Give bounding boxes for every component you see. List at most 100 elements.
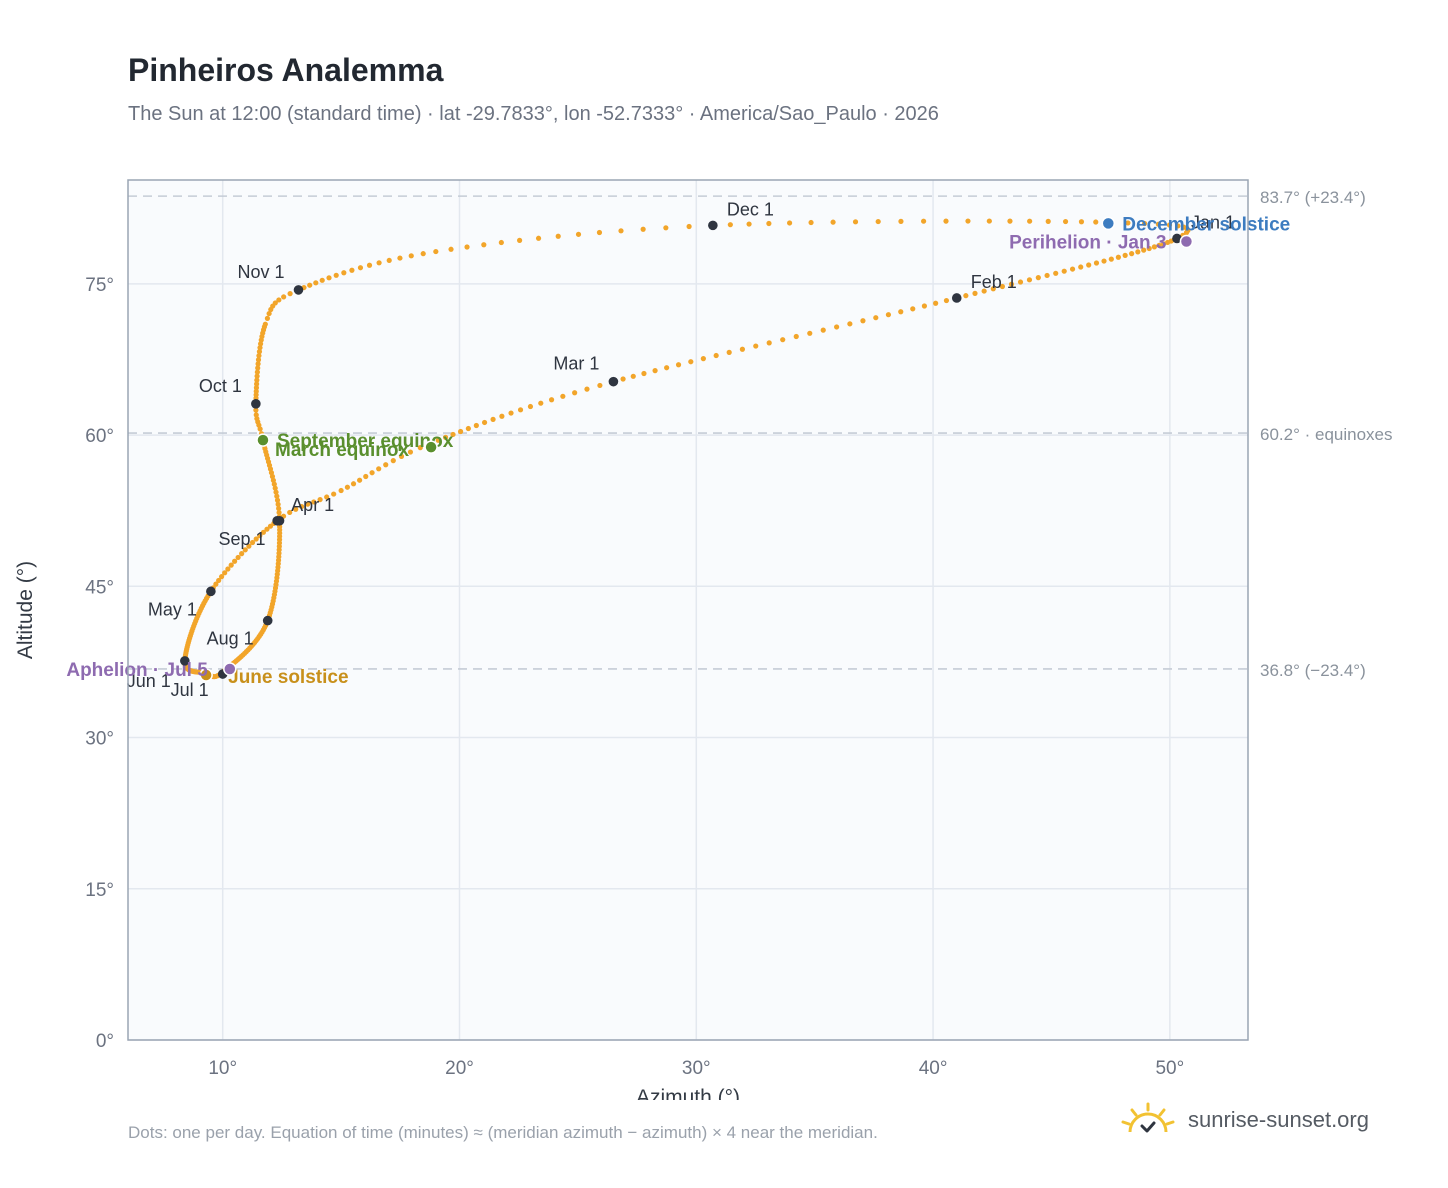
- daily-dot: [527, 403, 534, 410]
- daily-dot: [235, 554, 241, 561]
- month-marker: [206, 586, 216, 597]
- y-tick-label: 45°: [85, 577, 114, 598]
- daily-dot: [618, 228, 624, 234]
- daily-dot: [1008, 281, 1015, 287]
- month-marker: [608, 376, 619, 387]
- daily-dot: [408, 253, 414, 259]
- daily-dot: [366, 262, 373, 268]
- daily-dot: [990, 286, 996, 292]
- daily-dot: [898, 309, 904, 315]
- daily-dot: [943, 297, 950, 304]
- daily-dot: [299, 503, 305, 510]
- daily-dot: [287, 509, 293, 516]
- daily-dot: [1129, 251, 1135, 257]
- daily-dot: [1007, 218, 1013, 224]
- daily-dot: [276, 509, 282, 516]
- daily-dot: [517, 237, 523, 243]
- daily-dot: [287, 291, 293, 297]
- daily-dot: [397, 255, 403, 261]
- daily-dot: [276, 505, 282, 512]
- daily-dot: [1166, 222, 1173, 228]
- event-marker: [1101, 216, 1116, 231]
- x-tick-label: 30°: [682, 1058, 711, 1079]
- daily-dot: [273, 489, 279, 495]
- month-label: May 1: [148, 599, 197, 619]
- daily-dot: [834, 324, 840, 330]
- month-marker: [293, 285, 304, 295]
- daily-dot: [253, 385, 260, 391]
- daily-dot: [260, 529, 267, 535]
- daily-dot: [420, 251, 426, 257]
- event-marker: [424, 440, 438, 454]
- month-label: Sep 1: [218, 529, 265, 549]
- month-marker: [180, 656, 190, 666]
- daily-dot: [700, 356, 706, 362]
- daily-dot: [481, 242, 487, 248]
- daily-dot: [972, 290, 978, 296]
- daily-dot: [780, 337, 786, 343]
- daily-dot: [555, 233, 561, 239]
- daily-dot: [640, 226, 646, 232]
- daily-dot: [860, 318, 866, 324]
- daily-dot: [830, 219, 836, 225]
- daily-dot: [225, 566, 231, 572]
- daily-dot: [272, 485, 278, 491]
- daily-dot: [727, 222, 733, 228]
- daily-dot: [267, 523, 274, 529]
- daily-dot: [262, 321, 268, 327]
- daily-dot: [943, 218, 949, 224]
- daily-dot: [1108, 256, 1114, 262]
- daily-dot: [963, 293, 969, 299]
- reference-lines: 83.7° (+23.4°) 60.2° · equinoxes 36.8° (−2…: [128, 188, 1393, 680]
- brand[interactable]: sunrise-sunset.org: [1120, 1102, 1369, 1138]
- daily-dot: [999, 283, 1006, 290]
- daily-dot: [875, 218, 881, 225]
- daily-dot: [1078, 219, 1085, 225]
- month-label: Nov 1: [237, 262, 284, 282]
- daily-dot: [885, 312, 892, 318]
- daily-dot: [713, 352, 719, 359]
- plot-border: [127, 179, 1249, 1041]
- event-label: March equinox: [275, 440, 410, 461]
- daily-dot: [1156, 242, 1162, 248]
- daily-dot: [1078, 264, 1084, 270]
- daily-dot: [254, 373, 260, 379]
- daily-dot: [726, 349, 732, 355]
- daily-dot: [1035, 275, 1041, 281]
- daily-dot: [538, 400, 544, 406]
- month-marker: [262, 615, 273, 626]
- daily-dot: [311, 499, 317, 505]
- month-label: Jun 1: [127, 671, 171, 691]
- x-axis-label: Azimuth (°): [636, 1086, 740, 1100]
- event-label: Perihelion · Jan 3: [1009, 233, 1166, 254]
- x-tick-label: 20°: [445, 1058, 474, 1079]
- daily-dot: [383, 462, 389, 468]
- y-axis-ticks: 0° 15° 30° 45° 60° 75°: [85, 275, 114, 1052]
- event-marker: [1179, 234, 1194, 249]
- daily-dot: [386, 257, 392, 264]
- month-markers: Jan 1 Feb 1 Mar 1 Apr 1 May 1 Jun 1 Jul 1 Aug 1…: [127, 199, 1235, 700]
- daily-dot: [433, 248, 439, 255]
- daily-dot: [548, 397, 555, 403]
- daily-dot: [1017, 279, 1024, 285]
- daily-dot: [787, 220, 793, 226]
- x-tick-label: 10°: [208, 1058, 237, 1079]
- daily-dot: [1053, 270, 1059, 276]
- daily-dot: [499, 413, 505, 419]
- daily-dot: [481, 419, 488, 426]
- daily-dot: [344, 484, 351, 490]
- daily-dot: [766, 220, 772, 227]
- daily-dot: [276, 297, 282, 303]
- daily-dot: [266, 310, 272, 317]
- x-tick-label: 50°: [1155, 1058, 1184, 1079]
- brand-name: sunrise-sunset.org: [1188, 1107, 1369, 1132]
- chart-title: Pinheiros Analemma: [128, 52, 444, 88]
- daily-dot: [898, 218, 904, 224]
- month-marker: [708, 220, 718, 231]
- y-tick-label: 60°: [85, 426, 114, 447]
- daily-dot: [1135, 249, 1141, 255]
- daily-dot: [264, 315, 271, 321]
- x-axis-ticks: 10° 20° 30° 40° 50°: [208, 1058, 1184, 1079]
- daily-dot: [407, 449, 414, 455]
- month-marker: [951, 293, 962, 303]
